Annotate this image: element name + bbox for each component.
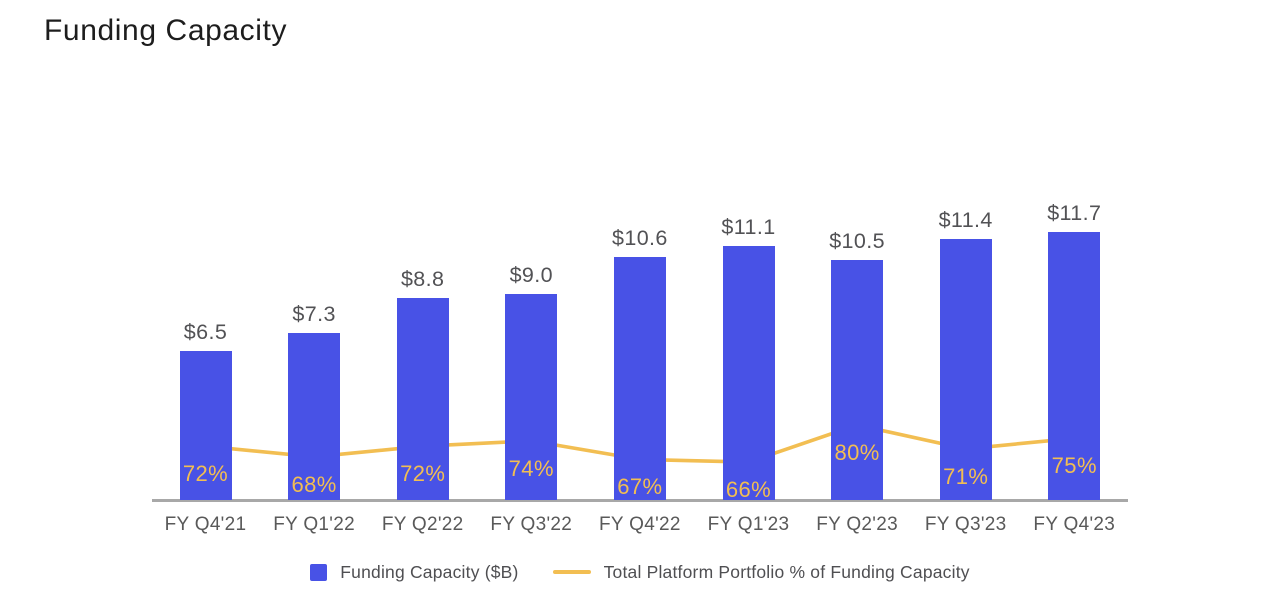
legend-item-funding-capacity: Funding Capacity ($B) bbox=[310, 562, 518, 583]
bar-value-label: $11.1 bbox=[721, 214, 776, 239]
bar-FY Q4'21 bbox=[179, 351, 232, 500]
x-axis-label: FY Q2'23 bbox=[816, 514, 898, 535]
bar-value-label: $9.0 bbox=[509, 262, 554, 287]
line-value-label: 68% bbox=[291, 471, 337, 497]
x-axis-label: FY Q1'23 bbox=[707, 514, 790, 535]
bar-FY Q2'23 bbox=[831, 259, 884, 500]
x-axis-label: FY Q3'22 bbox=[490, 514, 573, 535]
x-axis-label: FY Q4'21 bbox=[164, 514, 247, 535]
bar-FY Q1'23 bbox=[722, 245, 775, 500]
bar-FY Q1'22 bbox=[288, 332, 341, 500]
line-value-label: 67% bbox=[617, 474, 663, 500]
x-axis-label: FY Q4'23 bbox=[1033, 514, 1116, 535]
bar-value-label: $10.5 bbox=[829, 228, 885, 253]
legend-line-label: Total Platform Portfolio % of Funding Ca… bbox=[603, 561, 970, 582]
legend-bar-label: Funding Capacity ($B) bbox=[340, 561, 519, 582]
bar-FY Q2'22 bbox=[396, 298, 449, 500]
x-axis-label: FY Q3'23 bbox=[924, 514, 1007, 535]
legend: Funding Capacity ($B) Total Platform Por… bbox=[0, 556, 1280, 588]
bar-FY Q4'23 bbox=[1048, 232, 1101, 500]
x-axis-label: FY Q2'22 bbox=[381, 514, 464, 535]
x-axis-label: FY Q1'22 bbox=[273, 514, 355, 535]
line-value-label: 66% bbox=[725, 477, 772, 503]
bar-value-label: $6.5 bbox=[183, 320, 228, 345]
line-value-label: 72% bbox=[400, 461, 446, 487]
legend-item-portfolio-pct: Total Platform Portfolio % of Funding Ca… bbox=[552, 561, 970, 583]
x-axis-line bbox=[152, 499, 1128, 502]
bar-value-label: $10.6 bbox=[611, 226, 668, 251]
x-axis-label: FY Q4'22 bbox=[599, 514, 681, 535]
line-value-label: 80% bbox=[834, 440, 880, 465]
line-value-label: 72% bbox=[182, 461, 229, 487]
bar-FY Q3'23 bbox=[939, 238, 992, 500]
bar-series-swatch bbox=[310, 563, 328, 581]
bar-FY Q4'22 bbox=[613, 257, 666, 500]
line-value-label: 74% bbox=[508, 455, 554, 481]
line-value-label: 71% bbox=[943, 463, 989, 489]
bar-value-label: $8.8 bbox=[400, 267, 445, 292]
bar-value-label: $7.3 bbox=[292, 301, 336, 326]
page-title: Funding Capacity bbox=[44, 14, 288, 47]
bar-value-label: $11.4 bbox=[938, 207, 993, 232]
bar-FY Q3'22 bbox=[505, 293, 558, 500]
bar-value-label: $11.7 bbox=[1047, 201, 1102, 226]
line-series-swatch bbox=[552, 570, 591, 574]
line-value-label: 75% bbox=[1051, 453, 1097, 479]
